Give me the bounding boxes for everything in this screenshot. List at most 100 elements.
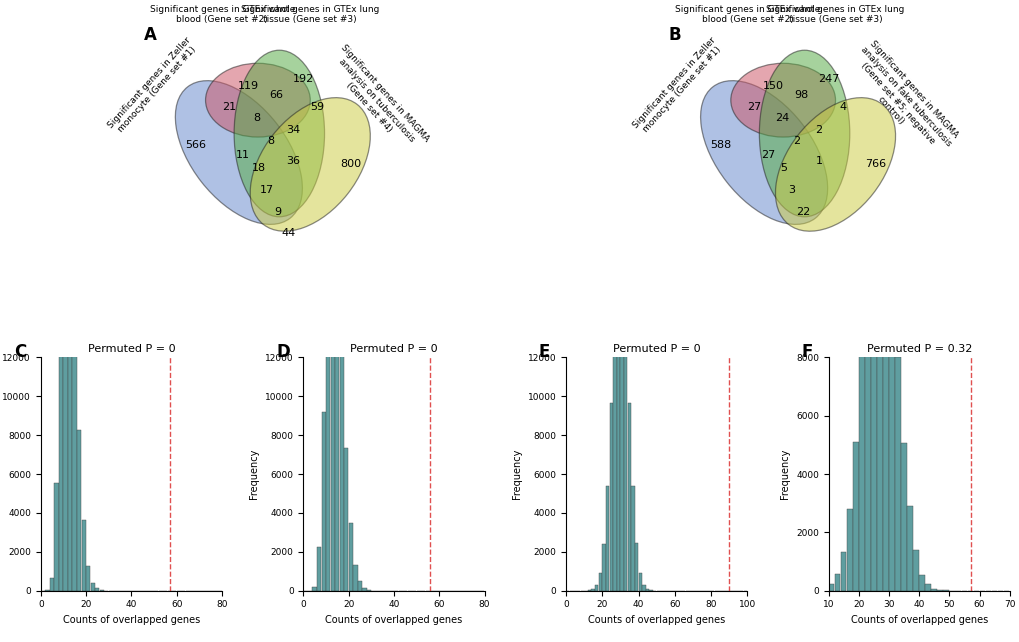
Bar [353, 565, 358, 591]
Text: 3: 3 [788, 185, 795, 195]
Text: 98: 98 [794, 91, 808, 100]
Text: 2: 2 [814, 125, 821, 135]
Bar [638, 573, 641, 591]
Ellipse shape [730, 64, 835, 137]
Bar [326, 229, 330, 591]
Bar [63, 112, 67, 591]
Bar [882, 197, 888, 591]
X-axis label: Counts of overlapped genes: Counts of overlapped genes [587, 615, 725, 625]
Text: 11: 11 [235, 150, 250, 160]
Bar [86, 566, 91, 591]
X-axis label: Counts of overlapped genes: Counts of overlapped genes [63, 615, 200, 625]
Text: Significant genes in Zeller
monocyte (Gene set #1): Significant genes in Zeller monocyte (Ge… [631, 35, 725, 137]
X-axis label: Counts of overlapped genes: Counts of overlapped genes [850, 615, 986, 625]
Bar [594, 585, 598, 591]
Bar [876, 169, 881, 591]
Title: Permuted P = 0: Permuted P = 0 [350, 344, 437, 354]
Text: E: E [538, 343, 549, 361]
Bar [339, 327, 343, 591]
Text: Significant genes in GTEx whole
blood (Gene set #2): Significant genes in GTEx whole blood (G… [675, 4, 819, 24]
X-axis label: Counts of overlapped genes: Counts of overlapped genes [325, 615, 463, 625]
Text: Significant genes in Zeller
monocyte (Gene set #1): Significant genes in Zeller monocyte (Ge… [106, 35, 200, 137]
Bar [59, 273, 63, 591]
Bar [846, 508, 852, 591]
Text: Significant genes in GTEx whole
blood (Gene set #2): Significant genes in GTEx whole blood (G… [150, 4, 294, 24]
Bar [631, 486, 634, 591]
Text: 44: 44 [281, 229, 296, 238]
Text: 766: 766 [864, 159, 886, 169]
Text: D: D [276, 343, 289, 361]
Bar [645, 589, 648, 591]
Text: 150: 150 [762, 81, 784, 91]
Y-axis label: Frequency: Frequency [512, 449, 522, 499]
Bar [870, 200, 875, 591]
Text: 8: 8 [267, 135, 274, 146]
Bar [367, 590, 371, 591]
Bar [900, 443, 906, 591]
Title: Permuted P = 0: Permuted P = 0 [88, 344, 175, 354]
Text: 22: 22 [795, 207, 809, 217]
Bar [616, 259, 620, 591]
Text: 24: 24 [774, 113, 789, 123]
Text: 588: 588 [710, 141, 732, 150]
Bar [91, 583, 95, 591]
Bar [95, 588, 99, 591]
Bar [54, 483, 59, 591]
Bar [312, 587, 317, 591]
Text: 27: 27 [760, 150, 774, 160]
Text: 17: 17 [259, 185, 273, 195]
Text: 5: 5 [780, 163, 787, 173]
Text: Significant genes in MAGMA
analysis on tuberculosis
(Gene set #4): Significant genes in MAGMA analysis on t… [323, 43, 430, 157]
Y-axis label: Frequency: Frequency [250, 449, 259, 499]
Bar [362, 587, 366, 591]
Bar [348, 523, 353, 591]
Bar [918, 575, 924, 591]
Text: C: C [13, 343, 25, 361]
Bar [852, 442, 858, 591]
Bar [924, 584, 930, 591]
Text: F: F [801, 343, 812, 361]
Ellipse shape [250, 98, 370, 231]
Text: 566: 566 [185, 141, 206, 150]
Bar [330, 142, 334, 591]
Text: 9: 9 [274, 207, 281, 217]
Bar [343, 448, 348, 591]
Ellipse shape [234, 50, 324, 217]
Text: 18: 18 [252, 163, 266, 173]
Text: 119: 119 [237, 81, 259, 91]
Text: 27: 27 [747, 102, 761, 112]
Bar [605, 486, 608, 591]
Bar [321, 412, 325, 591]
Ellipse shape [774, 98, 895, 231]
Ellipse shape [175, 81, 302, 225]
Text: 21: 21 [222, 102, 236, 112]
Bar [624, 317, 627, 591]
Text: 8: 8 [253, 113, 260, 123]
Bar [358, 581, 362, 591]
Bar [82, 519, 86, 591]
Text: Significant genes in GTEx lung
tissue (Gene set #3): Significant genes in GTEx lung tissue (G… [765, 4, 904, 24]
Title: Permuted P = 0.32: Permuted P = 0.32 [866, 344, 971, 354]
Bar [906, 505, 912, 591]
Bar [834, 575, 840, 591]
Bar [620, 257, 624, 591]
Text: 2: 2 [792, 135, 799, 146]
Text: 59: 59 [310, 102, 324, 112]
Text: 247: 247 [817, 74, 839, 83]
Bar [50, 578, 54, 591]
Bar [895, 357, 900, 591]
Bar [634, 543, 638, 591]
Bar [642, 585, 645, 591]
Bar [912, 550, 918, 591]
Title: Permuted P = 0: Permuted P = 0 [612, 344, 700, 354]
Text: Significant genes in GTEx lung
tissue (Gene set #3): Significant genes in GTEx lung tissue (G… [240, 4, 379, 24]
Bar [627, 403, 631, 591]
Bar [317, 546, 321, 591]
Text: 66: 66 [269, 91, 282, 100]
Text: A: A [144, 26, 156, 44]
Bar [77, 430, 82, 591]
Bar [72, 282, 76, 591]
Text: Significant genes in MAGMA
analysis on fake tuberculosis
(Gene set #5; negative
: Significant genes in MAGMA analysis on f… [843, 38, 960, 162]
Bar [609, 403, 612, 591]
Bar [68, 139, 72, 591]
